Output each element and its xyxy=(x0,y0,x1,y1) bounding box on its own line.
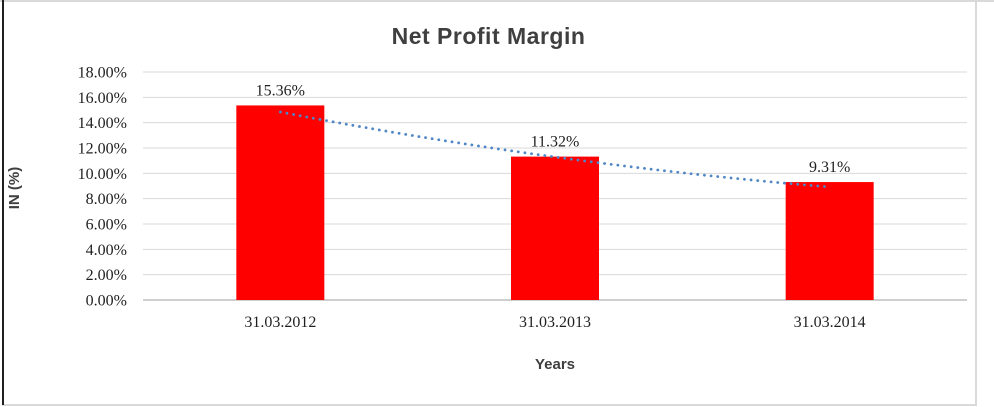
bar-data-label: 9.31% xyxy=(809,159,850,176)
y-tick-label: 0.00% xyxy=(86,293,127,310)
frame-border-left xyxy=(2,0,4,405)
bar-31.03.2012 xyxy=(236,105,325,300)
frame-border-bottom xyxy=(2,404,977,406)
x-category-label: 31.03.2014 xyxy=(794,314,866,331)
y-tick-label: 14.00% xyxy=(78,115,127,132)
bar-31.03.2013 xyxy=(511,156,599,300)
frame-border-top xyxy=(0,0,994,2)
x-category-label: 31.03.2013 xyxy=(519,314,591,331)
y-tick-label: 12.00% xyxy=(78,141,127,158)
x-axis-title: Years xyxy=(534,356,576,373)
y-tick-label: 18.00% xyxy=(78,65,127,82)
bar-data-label: 15.36% xyxy=(256,82,305,99)
y-tick-label: 6.00% xyxy=(86,217,127,234)
chart-title: Net Profit Margin xyxy=(391,23,586,49)
x-category-label: 31.03.2012 xyxy=(244,314,316,331)
bar-31.03.2014 xyxy=(785,182,874,300)
bar-data-label: 11.32% xyxy=(531,134,580,151)
y-tick-label: 2.00% xyxy=(86,267,127,284)
y-tick-label: 10.00% xyxy=(78,166,127,183)
y-tick-label: 4.00% xyxy=(86,242,127,259)
y-tick-label: 16.00% xyxy=(78,90,127,107)
frame-border-right xyxy=(975,2,977,405)
y-tick-label: 8.00% xyxy=(86,191,127,208)
